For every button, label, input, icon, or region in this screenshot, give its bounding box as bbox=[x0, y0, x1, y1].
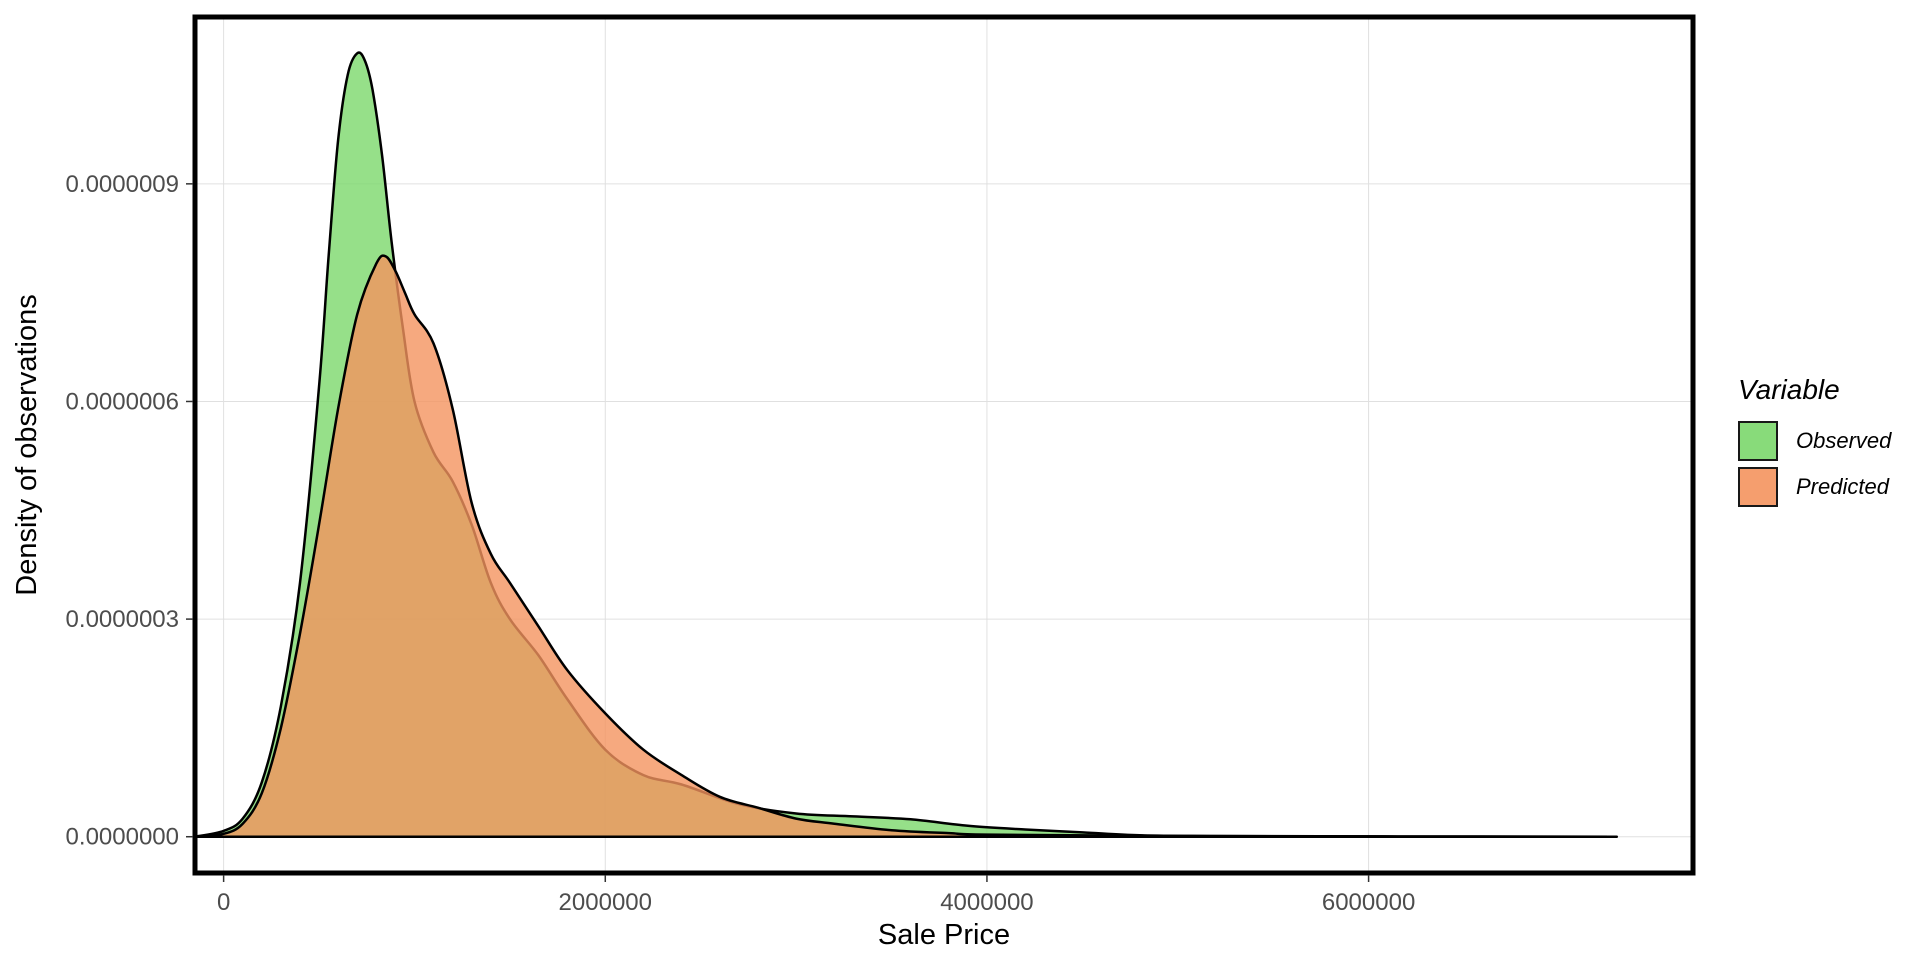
density-area-predicted bbox=[193, 254, 1618, 838]
y-tick-label: 0.0000009 bbox=[66, 171, 179, 198]
y-tick-label: 0.0000006 bbox=[66, 388, 179, 415]
y-tick-label: 0.0000003 bbox=[66, 606, 179, 633]
legend-item-predicted: Predicted bbox=[1738, 464, 1918, 510]
legend-title: Variable bbox=[1738, 374, 1840, 405]
y-axis-title: Density of observations bbox=[11, 294, 43, 595]
x-tick-label: 6000000 bbox=[1322, 889, 1415, 916]
legend-key-observed bbox=[1738, 421, 1778, 461]
plot-panel-border bbox=[192, 14, 1696, 876]
legend: Variable Observed Predicted bbox=[1738, 374, 1918, 510]
x-tick-label: 2000000 bbox=[559, 889, 652, 916]
legend-item-observed: Observed bbox=[1738, 418, 1918, 464]
y-tick-label: 0.0000000 bbox=[66, 824, 179, 851]
legend-label-observed: Observed bbox=[1796, 428, 1892, 453]
x-axis-title: Sale Price bbox=[878, 919, 1010, 951]
x-axis: 0 2000000 4000000 6000000 bbox=[217, 875, 1415, 916]
density-areas bbox=[193, 51, 1618, 838]
x-tick-label: 4000000 bbox=[940, 889, 1033, 916]
y-axis: 0.0000000 0.0000003 0.0000006 0.0000009 bbox=[66, 171, 193, 851]
legend-label-predicted: Predicted bbox=[1796, 474, 1889, 499]
x-tick-label: 0 bbox=[217, 889, 230, 916]
legend-key-predicted bbox=[1738, 467, 1778, 507]
